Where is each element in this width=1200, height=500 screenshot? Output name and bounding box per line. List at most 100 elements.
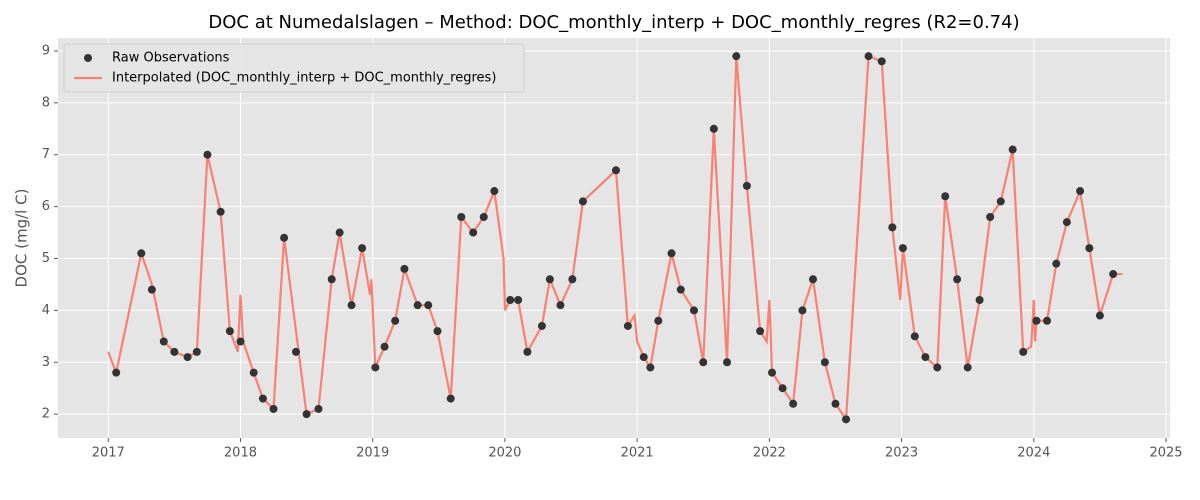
y-tick-label: 9	[42, 43, 50, 58]
x-tick-label: 2021	[621, 446, 654, 461]
data-point	[192, 347, 201, 356]
data-point	[820, 358, 829, 367]
data-point	[898, 244, 907, 253]
data-point	[170, 347, 179, 356]
data-point	[147, 285, 156, 294]
data-point	[768, 368, 777, 377]
plot-area	[58, 38, 1170, 438]
data-point	[216, 207, 225, 216]
data-point	[269, 404, 278, 413]
data-point	[413, 301, 422, 310]
data-point	[742, 181, 751, 190]
y-tick-label: 7	[42, 147, 50, 162]
x-tick-label: 2023	[885, 446, 918, 461]
data-point	[327, 275, 336, 284]
data-point	[137, 249, 146, 258]
data-point	[1043, 316, 1052, 325]
data-point	[975, 295, 984, 304]
data-point	[469, 228, 478, 237]
data-point	[183, 353, 192, 362]
legend-marker	[84, 54, 92, 62]
data-point	[864, 52, 873, 61]
data-point	[225, 327, 234, 336]
x-tick-label: 2017	[92, 446, 125, 461]
legend-label: Interpolated (DOC_monthly_interp + DOC_m…	[112, 71, 496, 86]
data-point	[1076, 187, 1085, 196]
data-point	[723, 358, 732, 367]
data-point	[523, 347, 532, 356]
chart-title: DOC at Numedalslagen – Method: DOC_month…	[208, 12, 1019, 33]
data-point	[203, 150, 212, 159]
data-point	[732, 52, 741, 61]
data-point	[314, 404, 323, 413]
data-point	[506, 295, 515, 304]
x-tick-label: 2020	[488, 446, 521, 461]
data-point	[258, 394, 267, 403]
data-point	[537, 321, 546, 330]
x-tick-label: 2022	[753, 446, 786, 461]
data-point	[380, 342, 389, 351]
data-point	[112, 368, 121, 377]
legend: Raw Observations Interpolated (DOC_monthl…	[63, 43, 525, 93]
data-point	[778, 384, 787, 393]
data-point	[798, 306, 807, 315]
x-tick-label: 2025	[1149, 446, 1182, 461]
data-point	[433, 327, 442, 336]
data-point	[963, 363, 972, 372]
y-tick-label: 5	[42, 251, 50, 266]
data-point	[877, 57, 886, 66]
data-point	[996, 197, 1005, 206]
data-point	[756, 327, 765, 336]
data-point	[568, 275, 577, 284]
data-point	[1052, 259, 1061, 268]
data-point	[159, 337, 168, 346]
data-point	[941, 192, 950, 201]
data-point	[789, 399, 798, 408]
data-point	[280, 233, 289, 242]
legend-label: Raw Observations	[112, 51, 230, 66]
data-point	[578, 197, 587, 206]
data-point	[831, 399, 840, 408]
data-point	[302, 410, 311, 419]
data-point	[391, 316, 400, 325]
y-tick-label: 4	[42, 303, 50, 318]
y-axis-label: DOC (mg/l C)	[13, 189, 31, 288]
data-point	[676, 285, 685, 294]
data-point	[1032, 316, 1041, 325]
y-tick-label: 2	[42, 407, 50, 422]
data-point	[921, 353, 930, 362]
data-point	[623, 321, 632, 330]
data-line	[107, 54, 1123, 423]
data-point	[639, 353, 648, 362]
data-point	[514, 295, 523, 304]
data-point	[556, 301, 565, 310]
data-point	[808, 275, 817, 284]
data-point	[933, 363, 942, 372]
data-point	[709, 124, 718, 133]
data-point	[842, 415, 851, 424]
x-tick-label: 2024	[1017, 446, 1050, 461]
data-point	[446, 394, 455, 403]
data-point	[953, 275, 962, 284]
data-point	[1095, 311, 1104, 320]
data-point	[689, 306, 698, 315]
x-tick-label: 2019	[356, 446, 389, 461]
data-point	[1008, 145, 1017, 154]
data-point	[292, 347, 301, 356]
data-point	[699, 358, 708, 367]
data-point	[667, 249, 676, 258]
data-point	[358, 244, 367, 253]
y-tick-label: 3	[42, 355, 50, 370]
data-point	[347, 301, 356, 310]
data-point	[646, 363, 655, 372]
data-point	[611, 166, 620, 175]
data-point	[910, 332, 919, 341]
y-tick-label: 6	[42, 199, 50, 214]
data-point	[236, 337, 245, 346]
data-point	[335, 228, 344, 237]
data-point	[249, 368, 258, 377]
data-point	[545, 275, 554, 284]
data-point	[371, 363, 380, 372]
y-tick-label: 8	[42, 95, 50, 110]
